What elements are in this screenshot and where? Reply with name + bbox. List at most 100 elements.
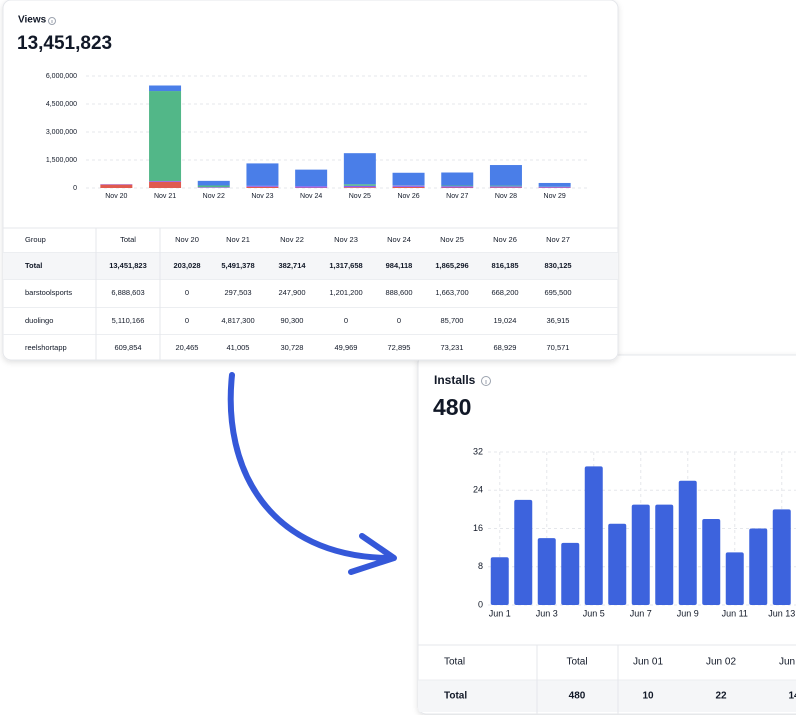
bar-segment xyxy=(295,186,328,188)
table-cell: 297,503 xyxy=(224,288,251,297)
bar-segment xyxy=(246,185,279,187)
table-header: Jun 03 xyxy=(779,657,796,668)
bar-segment xyxy=(441,185,474,187)
bar-segment xyxy=(441,187,474,188)
bar-segment xyxy=(441,186,474,188)
bar xyxy=(725,552,744,605)
table-cell: 10 xyxy=(642,691,654,702)
bar-segment xyxy=(538,186,571,188)
bar-segment xyxy=(149,181,182,188)
table-cell: 1,663,700 xyxy=(435,288,468,297)
bar xyxy=(490,557,509,605)
bar-segment xyxy=(538,182,571,187)
table-cell: 480 xyxy=(569,691,586,702)
table-cell: reelshortapp xyxy=(25,343,67,352)
table-cell: 382,714 xyxy=(278,261,306,270)
table-cell: duolingo xyxy=(25,316,53,325)
table-cell: 30,728 xyxy=(281,343,304,352)
table-header: Nov 20 xyxy=(175,235,199,244)
bar-segment xyxy=(149,180,182,182)
x-tick-label: Nov 21 xyxy=(154,193,176,200)
card-title: Views xyxy=(18,15,47,26)
bar xyxy=(678,480,697,605)
bar-segment xyxy=(100,184,133,188)
installs-card: Installs 480 0 8 16 24 32 Jun 1 Jun 3 Jun 5 Jun … xyxy=(417,354,796,715)
y-tick-label: 6,000,000 xyxy=(46,73,77,80)
bar xyxy=(537,538,556,605)
x-tick-label: Jun 5 xyxy=(583,608,605,618)
x-tick-label: Jun 1 xyxy=(489,608,511,618)
bar-segment xyxy=(197,180,230,186)
table-cell: Total xyxy=(25,261,42,270)
y-tick-label: 24 xyxy=(473,485,483,495)
card-title: Installs xyxy=(434,373,476,387)
x-tick-label: Jun 13 xyxy=(768,608,795,618)
table-header: Jun 01 xyxy=(633,657,663,668)
table-header: Total xyxy=(444,657,465,668)
x-tick-label: Nov 25 xyxy=(349,193,371,200)
table-cell: 0 xyxy=(185,316,189,325)
bar-segment xyxy=(197,187,230,188)
table-cell: 1,865,296 xyxy=(435,261,468,270)
x-tick-label: Jun 11 xyxy=(722,608,748,618)
bar xyxy=(608,523,627,605)
table-cell: 5,110,166 xyxy=(112,316,145,325)
table-header: Nov 25 xyxy=(440,235,464,244)
card-total: 13,451,823 xyxy=(17,33,112,54)
table-cell: 14 xyxy=(788,691,796,702)
table-header: Nov 24 xyxy=(387,235,411,244)
info-icon xyxy=(481,376,491,386)
bar xyxy=(655,504,674,605)
table-header: Nov 23 xyxy=(334,235,358,244)
table-cell: 888,600 xyxy=(385,288,412,297)
x-tick-label: Nov 24 xyxy=(300,193,322,200)
y-tick-label: 0 xyxy=(73,185,77,192)
bar-segment xyxy=(489,185,522,187)
x-tick-label: Nov 22 xyxy=(203,193,225,200)
y-tick-label: 32 xyxy=(473,446,483,456)
table-cell: 203,028 xyxy=(173,261,200,270)
table-cell: 41,005 xyxy=(227,343,250,352)
table-cell: 73,231 xyxy=(441,343,464,352)
bar-segment xyxy=(343,153,376,185)
x-tick-label: Jun 9 xyxy=(677,608,699,618)
table-cell: 984,118 xyxy=(386,261,413,270)
bar xyxy=(631,504,650,605)
table-cell: 68,929 xyxy=(494,343,517,352)
bar-segment xyxy=(489,187,522,188)
bar-segment xyxy=(392,186,425,188)
bar xyxy=(772,509,791,605)
x-tick-label: Nov 29 xyxy=(544,193,566,200)
bar-segment xyxy=(489,165,522,186)
y-tick-label: 8 xyxy=(478,561,483,571)
bar-segment xyxy=(197,185,230,188)
table-header: Nov 27 xyxy=(546,235,570,244)
bar-segment xyxy=(489,186,522,188)
table-cell: 1,201,200 xyxy=(329,288,362,297)
table-cell: 609,854 xyxy=(114,343,141,352)
table-cell: 4,817,300 xyxy=(221,316,254,325)
y-tick-label: 3,000,000 xyxy=(46,129,77,136)
bar-segment xyxy=(246,163,279,186)
y-tick-label: 1,500,000 xyxy=(46,157,77,164)
table-cell: Total xyxy=(444,691,467,702)
table-cell: barstoolsports xyxy=(25,288,72,297)
bar xyxy=(749,528,768,605)
x-tick-label: Jun 7 xyxy=(630,608,652,618)
y-tick-label: 16 xyxy=(473,523,483,533)
table-cell: 36,915 xyxy=(547,316,570,325)
table-cell: 72,895 xyxy=(388,343,411,352)
bar-segment xyxy=(295,169,328,187)
card-total: 480 xyxy=(433,394,471,420)
table-cell: 22 xyxy=(715,691,727,702)
bar-segment xyxy=(246,186,279,188)
x-tick-label: Nov 27 xyxy=(446,193,468,200)
table-cell: 816,185 xyxy=(491,261,518,270)
bar xyxy=(584,466,603,605)
card-content: Installs 480 0 8 16 24 32 Jun 1 Jun 3 Jun 5 Jun … xyxy=(418,373,796,715)
table-cell: 0 xyxy=(185,288,189,297)
bar-segment xyxy=(149,85,182,92)
bar-segment xyxy=(149,91,182,181)
x-tick-label: Jun 3 xyxy=(536,608,558,618)
table-header: Jun 02 xyxy=(706,657,736,668)
